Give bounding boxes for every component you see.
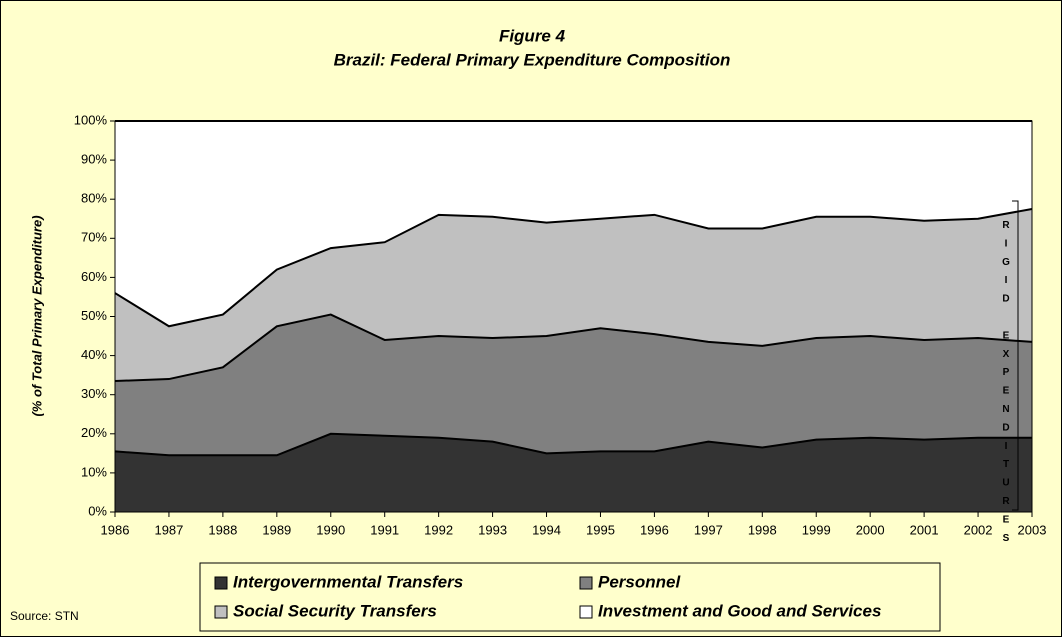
bracket [1012, 200, 1019, 511]
x-tick-label: 1989 [262, 522, 291, 537]
annotation: RIGID EXPENDITURES [1001, 220, 1012, 551]
source-note: Source: STN [10, 609, 79, 623]
y-tick-label: 20% [81, 425, 107, 440]
y-tick-label: 100% [74, 112, 108, 127]
legend-swatch [214, 605, 228, 619]
x-tick-label: 1992 [424, 522, 453, 537]
y-axis-label: (% of Total Primary Expenditure) [29, 215, 44, 416]
x-tick-label: 1994 [532, 522, 561, 537]
x-tick-label: 1986 [101, 522, 130, 537]
area-fill [115, 433, 1032, 512]
legend-label: Social Security Transfers [233, 601, 437, 620]
y-tick-label: 0% [88, 503, 107, 518]
y-tick-label: 50% [81, 308, 107, 323]
area-boundary [114, 432, 1032, 457]
x-tick-label: 1991 [370, 522, 399, 537]
x-tick-label: 1997 [694, 522, 723, 537]
area-boundary [114, 313, 1033, 383]
x-tick-label: 1999 [802, 522, 831, 537]
area-fill [115, 208, 1032, 382]
legend-label: Investment and Good and Services [598, 601, 881, 620]
legend-label: Personnel [598, 572, 681, 591]
area-fill [115, 121, 1032, 327]
x-tick-label: 1995 [586, 522, 615, 537]
x-tick-label: 1998 [748, 522, 777, 537]
y-tick-label: 10% [81, 464, 107, 479]
x-tick-label: 1993 [478, 522, 507, 537]
legend-swatch [579, 605, 593, 619]
x-tick-label: 1996 [640, 522, 669, 537]
x-tick-label: 2000 [856, 522, 885, 537]
legend-swatch [214, 576, 228, 590]
y-tick-label: 90% [81, 152, 107, 167]
x-tick-label: 1990 [316, 522, 345, 537]
y-tick-label: 70% [81, 230, 107, 245]
legend-label: Intergovernmental Transfers [233, 572, 463, 591]
legend-box [199, 562, 941, 632]
chart-subtitle: Brazil: Federal Primary Expenditure Comp… [334, 50, 731, 69]
x-tick-label: 1987 [154, 522, 183, 537]
y-tick-label: 40% [81, 347, 107, 362]
x-tick-label: 2003 [1018, 522, 1047, 537]
x-tick-label: 2002 [964, 522, 993, 537]
area-fill [115, 314, 1032, 456]
y-tick-label: 80% [81, 191, 107, 206]
x-tick-label: 2001 [910, 522, 939, 537]
x-tick-label: 1988 [208, 522, 237, 537]
y-tick-label: 30% [81, 386, 107, 401]
legend-swatch [579, 576, 593, 590]
chart-title: Figure 4 [499, 26, 566, 45]
y-tick-label: 60% [81, 269, 107, 284]
area-boundary [114, 207, 1033, 328]
